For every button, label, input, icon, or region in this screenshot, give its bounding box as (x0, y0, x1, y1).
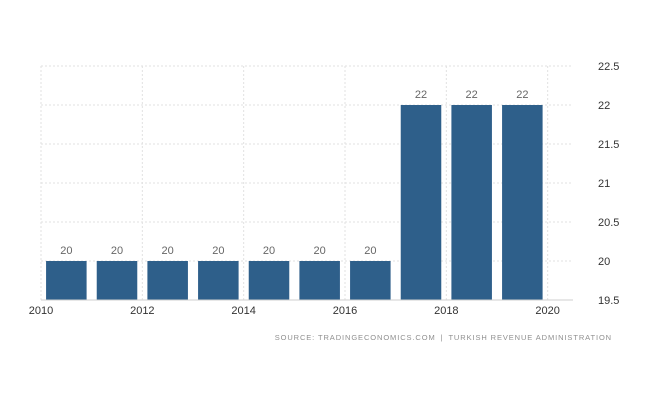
bar (198, 261, 239, 300)
bar (299, 261, 340, 300)
y-tick-label: 22.5 (598, 61, 619, 73)
data-label: 20 (364, 245, 376, 257)
bar (46, 261, 87, 300)
data-label: 20 (162, 245, 174, 257)
bar (451, 105, 492, 300)
data-label: 22 (415, 89, 427, 101)
y-tick-label: 22 (598, 100, 610, 112)
bar (147, 261, 188, 300)
bar (400, 105, 442, 300)
y-tick-label: 21 (598, 178, 610, 190)
data-label: 20 (111, 245, 123, 257)
x-tick-label: 2014 (231, 305, 255, 317)
x-tick-label: 2012 (130, 305, 154, 317)
source-label: SOURCE: TRADINGECONOMICS.COM (274, 333, 436, 342)
bar (502, 105, 543, 300)
data-label: 20 (263, 245, 275, 257)
x-tick-label: 2016 (333, 305, 357, 317)
source-provider: TURKISH REVENUE ADMINISTRATION (448, 333, 612, 342)
source-note: SOURCE: TRADINGECONOMICS.COM | TURKISH REV… (275, 333, 612, 342)
data-label: 20 (212, 245, 224, 257)
y-tick-label: 19.5 (598, 295, 619, 307)
data-label: 20 (314, 245, 326, 257)
x-tick-label: 2020 (535, 305, 559, 317)
y-tick-label: 21.5 (598, 139, 619, 151)
bar (350, 261, 391, 300)
bar (248, 261, 290, 300)
x-tick-label: 2010 (29, 305, 53, 317)
x-tick-label: 2018 (434, 305, 458, 317)
data-label: 22 (466, 89, 478, 101)
data-label: 22 (516, 89, 528, 101)
y-tick-label: 20.5 (598, 217, 619, 229)
data-label: 20 (60, 245, 72, 257)
source-separator: | (440, 333, 444, 342)
bar (96, 261, 138, 300)
y-tick-label: 20 (598, 256, 610, 268)
